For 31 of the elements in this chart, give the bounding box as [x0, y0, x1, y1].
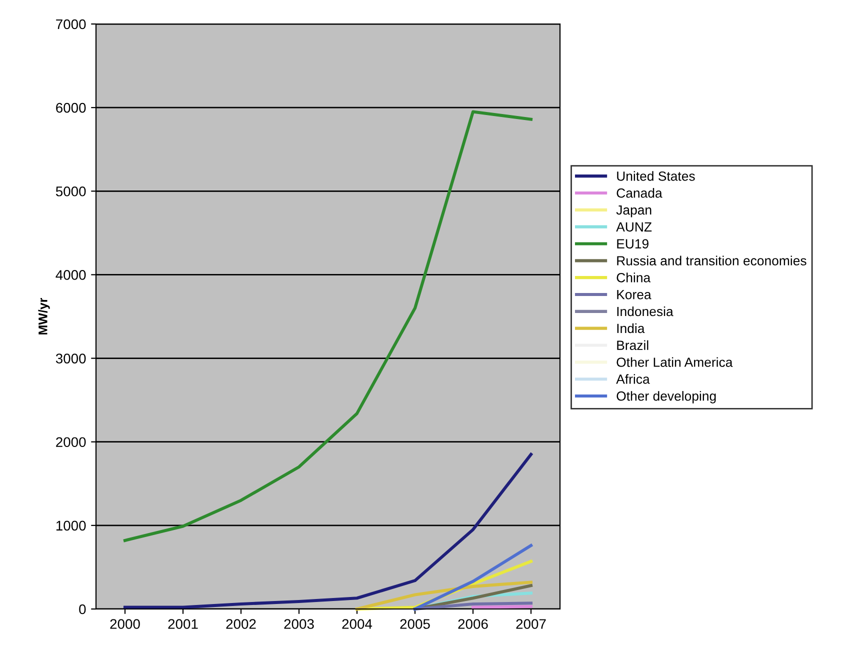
x-tick-label: 2006 — [458, 619, 488, 629]
x-tick-label: 2003 — [284, 619, 314, 629]
legend-label: Brazil — [617, 340, 648, 350]
y-tick-label: 1000 — [56, 520, 86, 531]
legend-label: Korea — [617, 290, 652, 300]
y-tick-label: 5000 — [56, 186, 86, 196]
x-tick-label: 2000 — [110, 619, 140, 629]
legend-label: Canada — [616, 188, 662, 198]
legend-label: Other Latin America — [616, 357, 733, 367]
legend-label: India — [617, 323, 645, 334]
legend-label: Indonesia — [617, 306, 674, 316]
legend-label: United States — [617, 171, 695, 181]
x-tick-label: 2002 — [226, 619, 256, 629]
legend-label: China — [616, 272, 651, 282]
legend-label: AUNZ — [616, 222, 652, 232]
x-tick-label: 2007 — [516, 619, 546, 629]
y-tick-label: 6000 — [56, 102, 86, 113]
y-tick-label: 2000 — [56, 437, 86, 448]
legend-label: EU19 — [617, 239, 648, 248]
x-tick-label: 2005 — [400, 619, 430, 629]
y-tick-label: 3000 — [56, 354, 86, 364]
y-tick-label: 4000 — [56, 270, 86, 280]
x-tick-label: 2004 — [342, 619, 372, 629]
x-tick-label: 2001 — [168, 619, 198, 629]
y-axis-title: MW/yr — [38, 298, 50, 334]
legend-label: Africa — [616, 374, 650, 384]
legend-label: Other developing — [616, 391, 716, 404]
y-tick-label: 7000 — [56, 19, 86, 30]
legend-label: Japan — [616, 205, 652, 218]
y-tick-label: 0 — [79, 604, 86, 614]
legend-label: Russia and transition economies — [617, 256, 806, 266]
